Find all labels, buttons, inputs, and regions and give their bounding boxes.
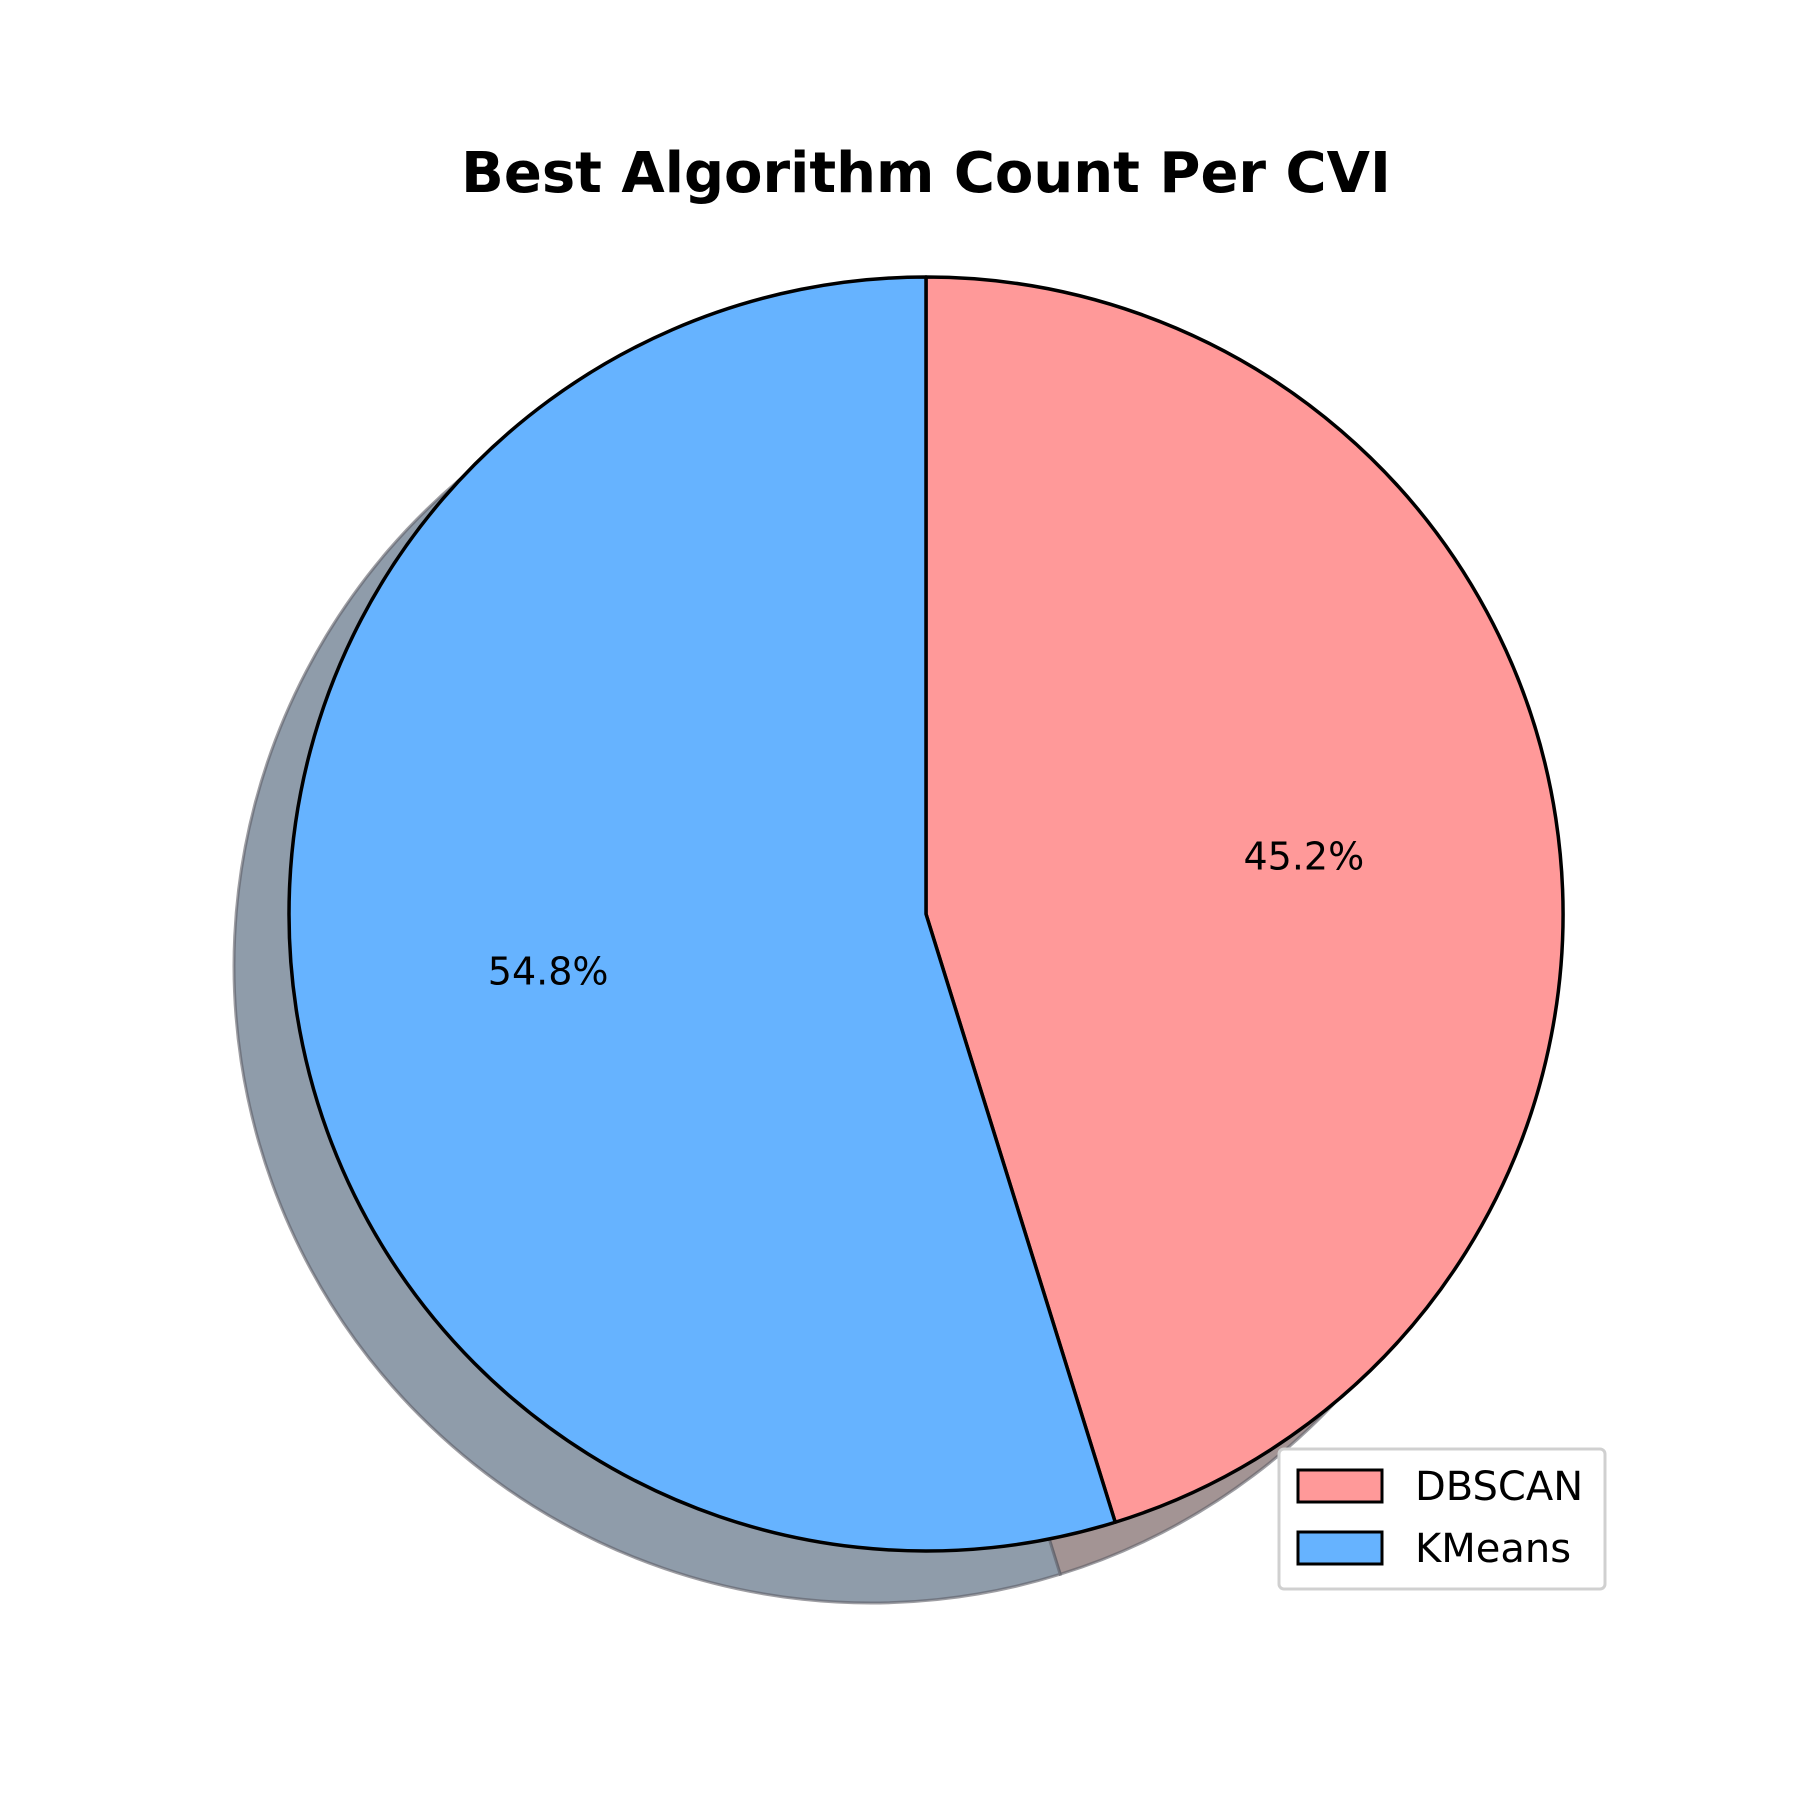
slice-kmeans <box>287 275 1117 1553</box>
legend-swatch-dbscan <box>1296 1468 1384 1504</box>
legend-label-dbscan: DBSCAN <box>1415 1464 1583 1510</box>
legend-label-kmeans: KMeans <box>1415 1526 1571 1572</box>
legend-swatch-kmeans <box>1296 1530 1384 1566</box>
pie-slices <box>287 275 1565 1553</box>
legend: DBSCAN KMeans <box>1277 1447 1607 1591</box>
chart-title: Best Algorithm Count Per CVI <box>461 141 1391 206</box>
percent-label-kmeans: 54.8% <box>488 949 609 993</box>
slice-dbscan <box>924 275 1565 1524</box>
pie-labels: 45.2% 54.8% <box>488 835 1364 994</box>
percent-label-dbscan: 45.2% <box>1244 835 1365 879</box>
